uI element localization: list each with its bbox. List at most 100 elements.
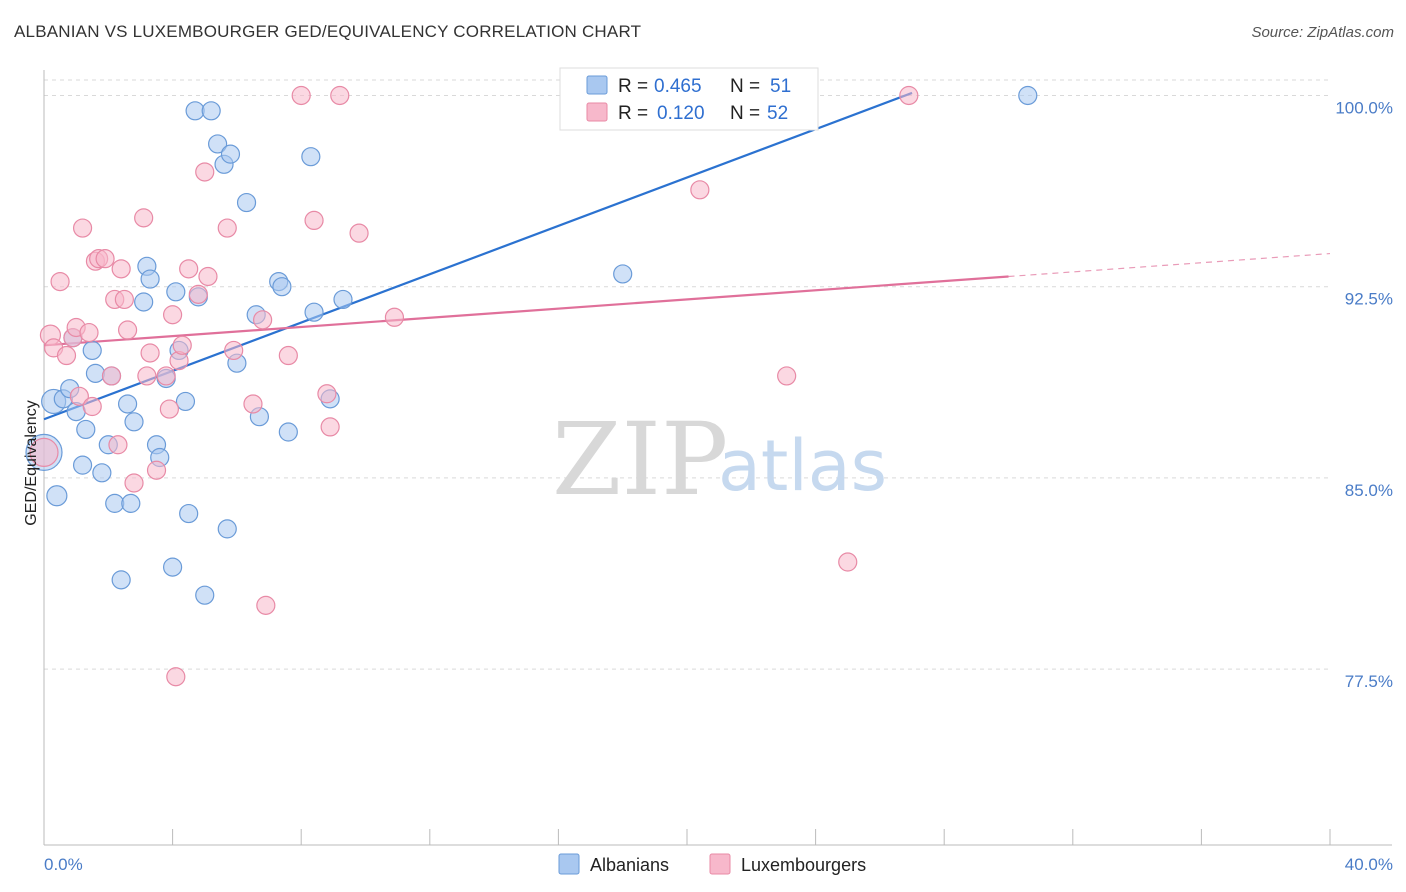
point-albanians	[304, 302, 324, 322]
point-luxembourgers	[137, 366, 157, 386]
point-albanians	[272, 277, 292, 297]
point-albanians	[175, 391, 196, 412]
point-albanians	[301, 147, 321, 167]
point-luxembourgers	[243, 394, 263, 414]
point-luxembourgers	[134, 208, 154, 228]
point-luxembourgers	[50, 271, 70, 292]
y-tick-label: 85.0%	[1345, 481, 1393, 500]
point-luxembourgers	[111, 259, 131, 279]
trend-line-0	[43, 91, 913, 421]
point-luxembourgers	[224, 340, 244, 361]
point-luxembourgers	[56, 345, 77, 366]
bottom-legend-swatch-luxembourgers	[709, 853, 731, 875]
point-albanians	[117, 394, 138, 414]
bottom-legend-albanians: Albanians	[590, 855, 669, 875]
series-legend: Albanians Luxembourgers	[558, 853, 866, 875]
legend-n-label-2: N =	[730, 103, 760, 124]
legend-r-value-1: 0.465	[654, 76, 702, 97]
legend-n-label-1: N =	[730, 76, 760, 97]
bottom-legend-luxembourgers: Luxembourgers	[741, 855, 866, 875]
point-albanians	[333, 289, 353, 310]
point-albanians	[124, 412, 144, 432]
point-luxembourgers	[146, 460, 167, 480]
x-tick-label: 40.0%	[1345, 855, 1393, 874]
x-tick-labels: 0.0% 40.0%	[44, 855, 1393, 874]
y-tick-label: 92.5%	[1345, 290, 1393, 309]
point-albanians	[72, 455, 93, 475]
legend-swatch-luxembourgers	[586, 102, 608, 122]
y-axis-label: GED/Equivalency	[23, 400, 40, 525]
source-label: Source: ZipAtlas.com	[1251, 24, 1394, 41]
point-albanians	[1018, 85, 1038, 106]
trend-line-1	[43, 275, 1009, 347]
point-luxembourgers	[114, 289, 134, 310]
point-luxembourgers	[253, 310, 273, 330]
legend-r-value-2: 0.120	[657, 103, 705, 124]
watermark-zip: ZIP	[552, 401, 728, 518]
point-luxembourgers	[198, 266, 218, 287]
point-albanians	[140, 269, 160, 289]
watermark: ZIP atlas	[552, 401, 887, 518]
legend-swatch-albanians	[586, 75, 608, 95]
point-luxembourgers	[278, 345, 298, 366]
point-luxembourgers	[349, 223, 369, 243]
point-luxembourgers	[101, 366, 122, 386]
point-luxembourgers	[899, 85, 919, 106]
point-luxembourgers	[320, 417, 340, 437]
point-luxembourgers	[291, 85, 311, 106]
point-luxembourgers	[166, 667, 186, 687]
point-albanians	[134, 292, 154, 312]
point-albanians	[208, 134, 228, 154]
point-albanians	[179, 503, 199, 524]
point-luxembourgers	[838, 552, 858, 572]
point-albanians	[220, 144, 241, 164]
point-albanians	[46, 485, 68, 507]
point-albanians	[236, 192, 257, 213]
point-luxembourgers	[159, 399, 179, 419]
trend-line-dashed-1	[1008, 252, 1331, 278]
y-tick-label: 100.0%	[1335, 98, 1393, 117]
point-albanians	[166, 282, 186, 302]
data-points	[25, 85, 1038, 687]
y-tick-label: 77.5%	[1345, 672, 1393, 691]
legend-r-label-2: R =	[618, 103, 648, 124]
point-luxembourgers	[195, 162, 215, 182]
point-luxembourgers	[317, 384, 337, 404]
x-tick-label: 0.0%	[44, 855, 83, 874]
chart-title: ALBANIAN VS LUXEMBOURGER GED/EQUIVALENCY…	[14, 22, 642, 41]
point-luxembourgers	[256, 595, 276, 615]
point-albanians	[195, 585, 215, 605]
point-luxembourgers	[140, 343, 160, 363]
point-albanians	[217, 519, 237, 539]
point-albanians	[185, 101, 205, 121]
point-albanians	[92, 463, 112, 483]
point-luxembourgers	[217, 218, 237, 238]
point-luxembourgers	[69, 386, 89, 406]
point-luxembourgers	[72, 218, 93, 238]
point-albanians	[613, 264, 633, 284]
point-luxembourgers	[384, 307, 405, 327]
grid-lines	[44, 79, 1330, 670]
point-luxembourgers	[304, 210, 324, 231]
point-luxembourgers	[124, 473, 144, 493]
point-luxembourgers	[29, 437, 59, 468]
point-luxembourgers	[690, 180, 710, 200]
watermark-atlas: atlas	[718, 425, 887, 507]
point-luxembourgers	[108, 435, 128, 455]
legend-r-label-1: R =	[618, 76, 648, 97]
y-tick-labels: 100.0% 92.5% 85.0% 77.5%	[1335, 98, 1393, 691]
point-albanians	[111, 570, 131, 590]
point-albanians	[278, 422, 298, 442]
point-luxembourgers	[179, 259, 199, 279]
point-luxembourgers	[95, 249, 115, 269]
point-albanians	[201, 101, 221, 121]
point-luxembourgers	[156, 366, 176, 386]
point-luxembourgers	[82, 396, 102, 417]
point-albanians	[105, 493, 125, 513]
point-albanians	[76, 419, 96, 440]
point-luxembourgers	[777, 366, 797, 386]
point-albanians	[121, 493, 141, 513]
point-albanians	[85, 363, 106, 383]
stats-legend: R = 0.465 N = 51 R = 0.120 N = 52	[559, 67, 819, 131]
